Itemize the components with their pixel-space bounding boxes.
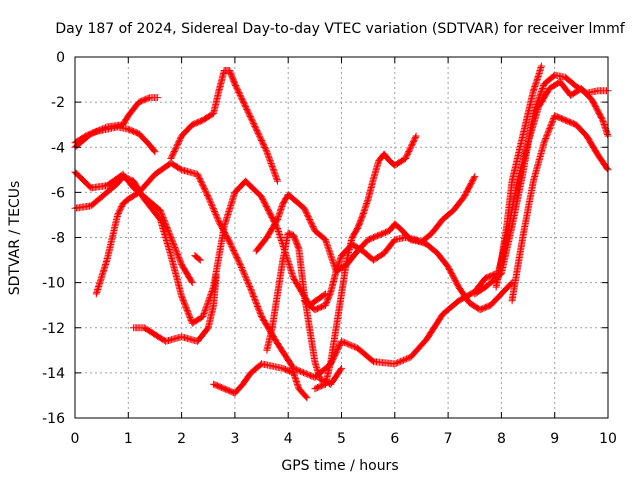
x-tick-label: 2 — [177, 431, 186, 447]
series-markers — [263, 229, 345, 388]
y-tick-label: -4 — [51, 140, 65, 156]
y-tick-label: -10 — [42, 276, 65, 292]
x-axis-label: GPS time / hours — [281, 458, 398, 474]
x-tick-label: 1 — [124, 431, 133, 447]
series-markers — [167, 67, 281, 185]
series-markers — [300, 234, 516, 314]
y-tick-label: -6 — [51, 185, 65, 201]
x-tick-label: 3 — [230, 431, 239, 447]
y-tick-label: 0 — [56, 50, 65, 66]
y-tick-label: -14 — [42, 366, 65, 382]
series-markers — [210, 360, 311, 402]
series-arc-10 — [263, 229, 345, 388]
data-points — [71, 62, 612, 402]
x-tick-label: 4 — [284, 431, 293, 447]
series-arc-6 — [130, 272, 220, 345]
series-arc-16 — [492, 78, 612, 287]
series-arc-13 — [300, 234, 516, 314]
series-arc-9 — [210, 360, 311, 402]
x-tick-label: 8 — [497, 431, 506, 447]
x-tick-label: 0 — [71, 431, 80, 447]
series-arc-8 — [167, 67, 281, 185]
series-markers — [311, 132, 420, 393]
axis-ticks: 0 1 2 3 4 5 6 7 8 9 10 0 -2 -4 -6 -8 -10 -12 -14 -16 — [42, 50, 617, 447]
x-tick-label: 9 — [550, 431, 559, 447]
y-tick-label: -16 — [42, 411, 65, 427]
y-tick-label: -12 — [42, 321, 65, 337]
series-arc-17 — [508, 112, 612, 305]
x-tick-label: 5 — [337, 431, 346, 447]
chart-title: Day 187 of 2024, Sidereal Day-to-day VTE… — [55, 21, 625, 37]
series-markers — [191, 252, 204, 264]
x-tick-label: 7 — [444, 431, 453, 447]
x-tick-label: 6 — [390, 431, 399, 447]
y-tick-label: -8 — [51, 231, 65, 247]
x-tick-label: 10 — [599, 431, 617, 447]
y-tick-label: -2 — [51, 95, 65, 111]
series-markers — [492, 78, 612, 287]
series-markers — [508, 112, 612, 305]
y-axis-label: SDTVAR / TECUs — [7, 181, 23, 296]
series-markers — [130, 272, 220, 345]
series-arc-7 — [191, 252, 204, 264]
series-arc-12 — [311, 132, 420, 393]
